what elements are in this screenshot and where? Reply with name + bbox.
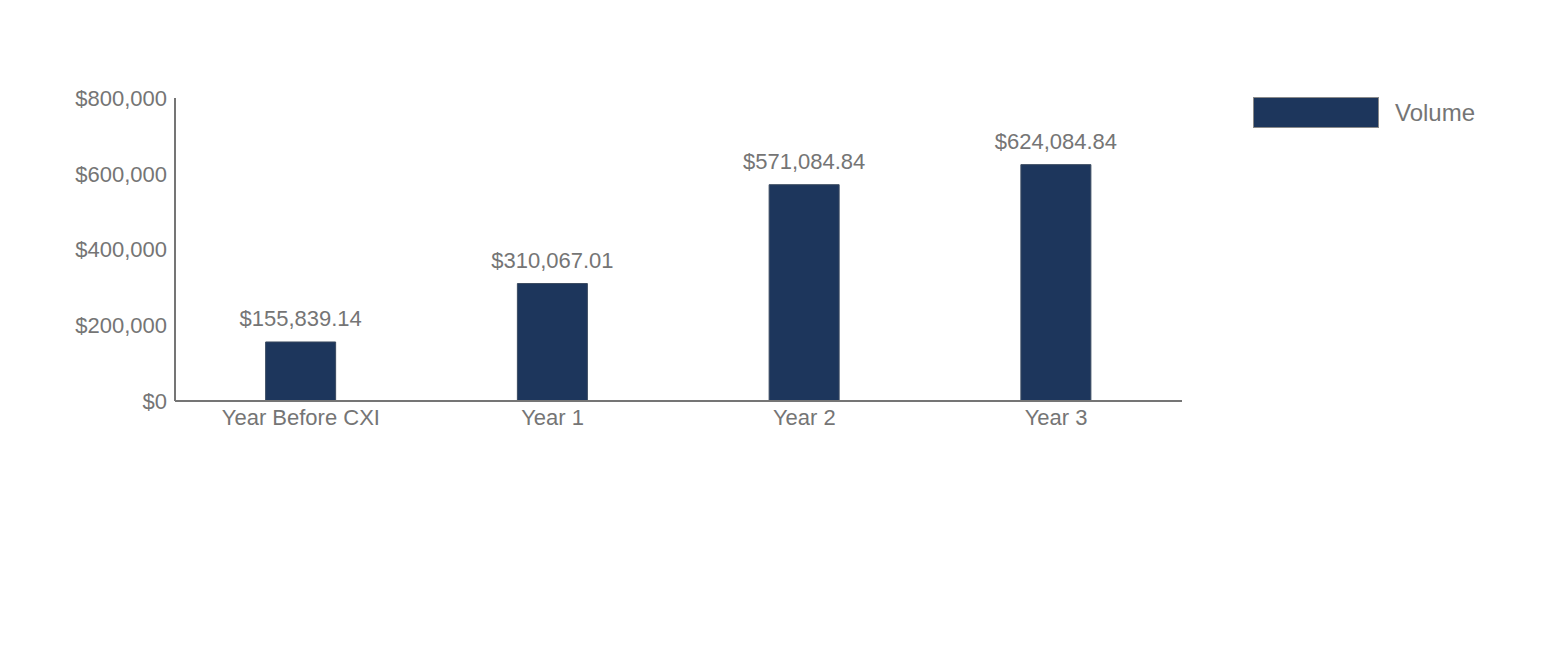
html-text:Volume: Volume — [1395, 98, 1476, 126]
svg-text:Year 3: Year 3 — [1025, 405, 1088, 430]
svg-text:$624,084.84: $624,084.84 — [995, 129, 1117, 154]
svg-text:$155,839.14: $155,839.14 — [239, 306, 361, 331]
svg-text:$800,000: $800,000 — [75, 86, 167, 111]
svg-text:Year 1: Year 1 — [521, 405, 584, 430]
svg-text:$400,000: $400,000 — [75, 237, 167, 262]
svg-text:Year Before CXI: Year Before CXI — [222, 405, 380, 430]
svg-text:$200,000: $200,000 — [75, 313, 167, 338]
svg-text:Year 2: Year 2 — [773, 405, 836, 430]
svg-text:$600,000: $600,000 — [75, 162, 167, 187]
svg-text:$571,084.84: $571,084.84 — [743, 149, 865, 174]
svg-text:$310,067.01: $310,067.01 — [491, 248, 613, 273]
svg-text:$0: $0 — [143, 389, 167, 414]
